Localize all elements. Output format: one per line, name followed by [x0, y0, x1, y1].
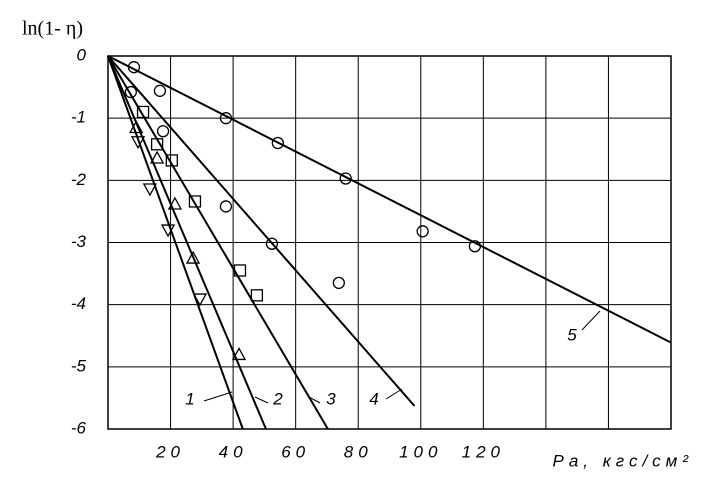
x-axis-label: Pa, кгс/см²	[553, 451, 694, 470]
point	[149, 150, 165, 164]
y-tick-label: -1	[71, 108, 86, 127]
point	[130, 136, 146, 150]
y-axis-label: ln(1- η)	[22, 18, 83, 40]
fit-line	[107, 55, 329, 430]
x-tick-label: 40	[219, 442, 248, 461]
series-label: 2	[272, 389, 283, 408]
y-tick-label: -6	[71, 418, 87, 437]
fit-line	[107, 55, 244, 430]
fit-line	[107, 55, 267, 430]
point	[271, 136, 284, 150]
series-label: 4	[369, 389, 378, 408]
y-tick-label: -3	[71, 232, 87, 251]
point	[231, 347, 247, 361]
point	[192, 293, 208, 307]
point	[136, 105, 150, 119]
series-label: 5	[567, 325, 577, 344]
series-label: 3	[326, 389, 336, 408]
point	[167, 196, 183, 210]
point	[127, 61, 141, 74]
x-tick-label: 100	[399, 442, 442, 461]
y-tick-label: -4	[71, 294, 86, 313]
point	[165, 154, 178, 167]
x-tick-label: 20	[155, 442, 185, 461]
fit-line	[107, 55, 672, 344]
point	[233, 264, 247, 277]
leader-line	[308, 396, 321, 404]
point	[339, 172, 352, 185]
point	[250, 289, 264, 302]
point	[124, 85, 137, 99]
point	[219, 200, 233, 213]
point	[156, 125, 170, 138]
x-tick-label: 120	[462, 442, 505, 461]
point	[142, 183, 158, 197]
y-tick-label: 0	[77, 45, 87, 64]
leader-line	[254, 396, 269, 404]
x-tick-label: 60	[281, 442, 310, 461]
point	[153, 84, 167, 97]
y-tick-label: -2	[71, 170, 87, 189]
point	[468, 240, 482, 253]
fit-line	[107, 55, 416, 407]
leader-line	[203, 391, 233, 402]
point	[188, 195, 202, 208]
series-label: 1	[185, 389, 194, 408]
point	[150, 138, 164, 151]
point	[332, 276, 345, 290]
leader-line	[581, 310, 601, 331]
point	[160, 224, 176, 238]
x-tick-label: 80	[344, 442, 373, 461]
point	[416, 225, 429, 238]
point	[129, 120, 144, 134]
point	[185, 250, 201, 264]
leader-line	[385, 388, 403, 400]
point	[265, 237, 279, 250]
point	[219, 112, 233, 125]
y-tick-label: -5	[71, 356, 87, 375]
